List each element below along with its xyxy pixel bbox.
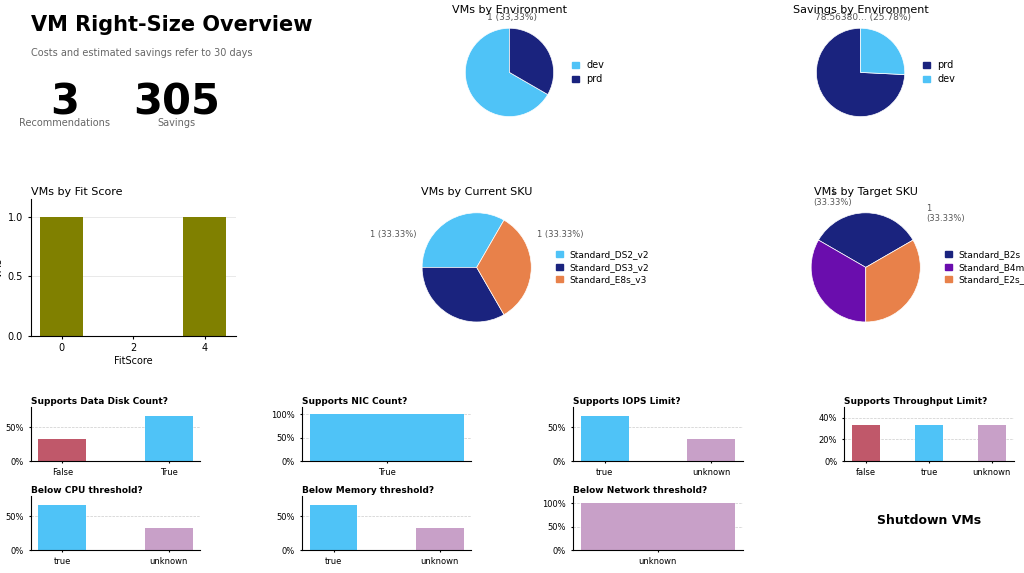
Bar — [309, 505, 357, 550]
Text: Supports IOPS Limit?: Supports IOPS Limit? — [573, 397, 681, 406]
Text: Below CPU threshold?: Below CPU threshold? — [31, 486, 142, 495]
Text: 1
(33.33%): 1 (33.33%) — [926, 203, 965, 223]
Text: Recommendations: Recommendations — [18, 117, 110, 128]
Legend: dev, prd: dev, prd — [571, 61, 604, 84]
Bar — [852, 426, 881, 461]
Bar — [581, 503, 735, 550]
Text: Supports Data Disk Count?: Supports Data Disk Count? — [31, 397, 168, 406]
Bar — [39, 439, 86, 461]
Text: 3: 3 — [50, 81, 79, 123]
Text: VM Right-Size Overview: VM Right-Size Overview — [31, 15, 312, 35]
Text: Shutdown VMs: Shutdown VMs — [877, 514, 981, 527]
Text: Savings: Savings — [158, 117, 196, 128]
Wedge shape — [865, 240, 921, 322]
Wedge shape — [422, 213, 504, 268]
Bar — [144, 528, 193, 550]
Bar — [39, 505, 86, 550]
Text: Costs and estimated savings refer to 30 days: Costs and estimated savings refer to 30 … — [31, 48, 252, 58]
Title: Savings by Environment: Savings by Environment — [793, 5, 929, 15]
Wedge shape — [816, 28, 904, 117]
Wedge shape — [422, 268, 504, 322]
Y-axis label: VMs: VMs — [0, 257, 3, 277]
Wedge shape — [510, 28, 554, 95]
Wedge shape — [465, 28, 548, 117]
Wedge shape — [818, 213, 913, 268]
Bar — [581, 416, 629, 461]
Text: 305: 305 — [133, 81, 220, 123]
Text: Below Network threshold?: Below Network threshold? — [573, 486, 708, 495]
Legend: Standard_B2s, Standard_B4ms, Standard_E2s_v3: Standard_B2s, Standard_B4ms, Standard_E2… — [945, 250, 1024, 285]
Text: 1
(33.33%): 1 (33.33%) — [814, 187, 852, 207]
Title: VMs by Environment: VMs by Environment — [452, 5, 567, 15]
X-axis label: FitScore: FitScore — [114, 356, 153, 366]
Bar — [144, 416, 193, 461]
Bar — [978, 426, 1006, 461]
Text: 1 (33.33%): 1 (33.33%) — [370, 230, 417, 240]
Legend: prd, dev: prd, dev — [923, 61, 955, 84]
Title: VMs by Target SKU: VMs by Target SKU — [814, 187, 918, 197]
Text: Supports Throughput Limit?: Supports Throughput Limit? — [844, 397, 987, 406]
Bar — [40, 217, 83, 336]
Bar — [416, 528, 464, 550]
Wedge shape — [477, 220, 531, 315]
Bar — [914, 426, 943, 461]
Title: VMs by Current SKU: VMs by Current SKU — [421, 187, 532, 197]
Text: Below Memory threshold?: Below Memory threshold? — [302, 486, 434, 495]
Text: 1 (33.33%): 1 (33.33%) — [537, 230, 584, 240]
Wedge shape — [811, 240, 865, 322]
Text: 1 (33,33%): 1 (33,33%) — [486, 13, 537, 22]
Text: Supports NIC Count?: Supports NIC Count? — [302, 397, 408, 406]
Bar — [687, 439, 735, 461]
Bar — [183, 217, 226, 336]
Legend: Standard_DS2_v2, Standard_DS3_v2, Standard_E8s_v3: Standard_DS2_v2, Standard_DS3_v2, Standa… — [556, 250, 649, 285]
Bar — [309, 414, 464, 461]
Text: VMs by Fit Score: VMs by Fit Score — [31, 187, 122, 197]
Wedge shape — [860, 28, 905, 74]
Text: 78.56380... (25.78%): 78.56380... (25.78%) — [815, 13, 910, 22]
